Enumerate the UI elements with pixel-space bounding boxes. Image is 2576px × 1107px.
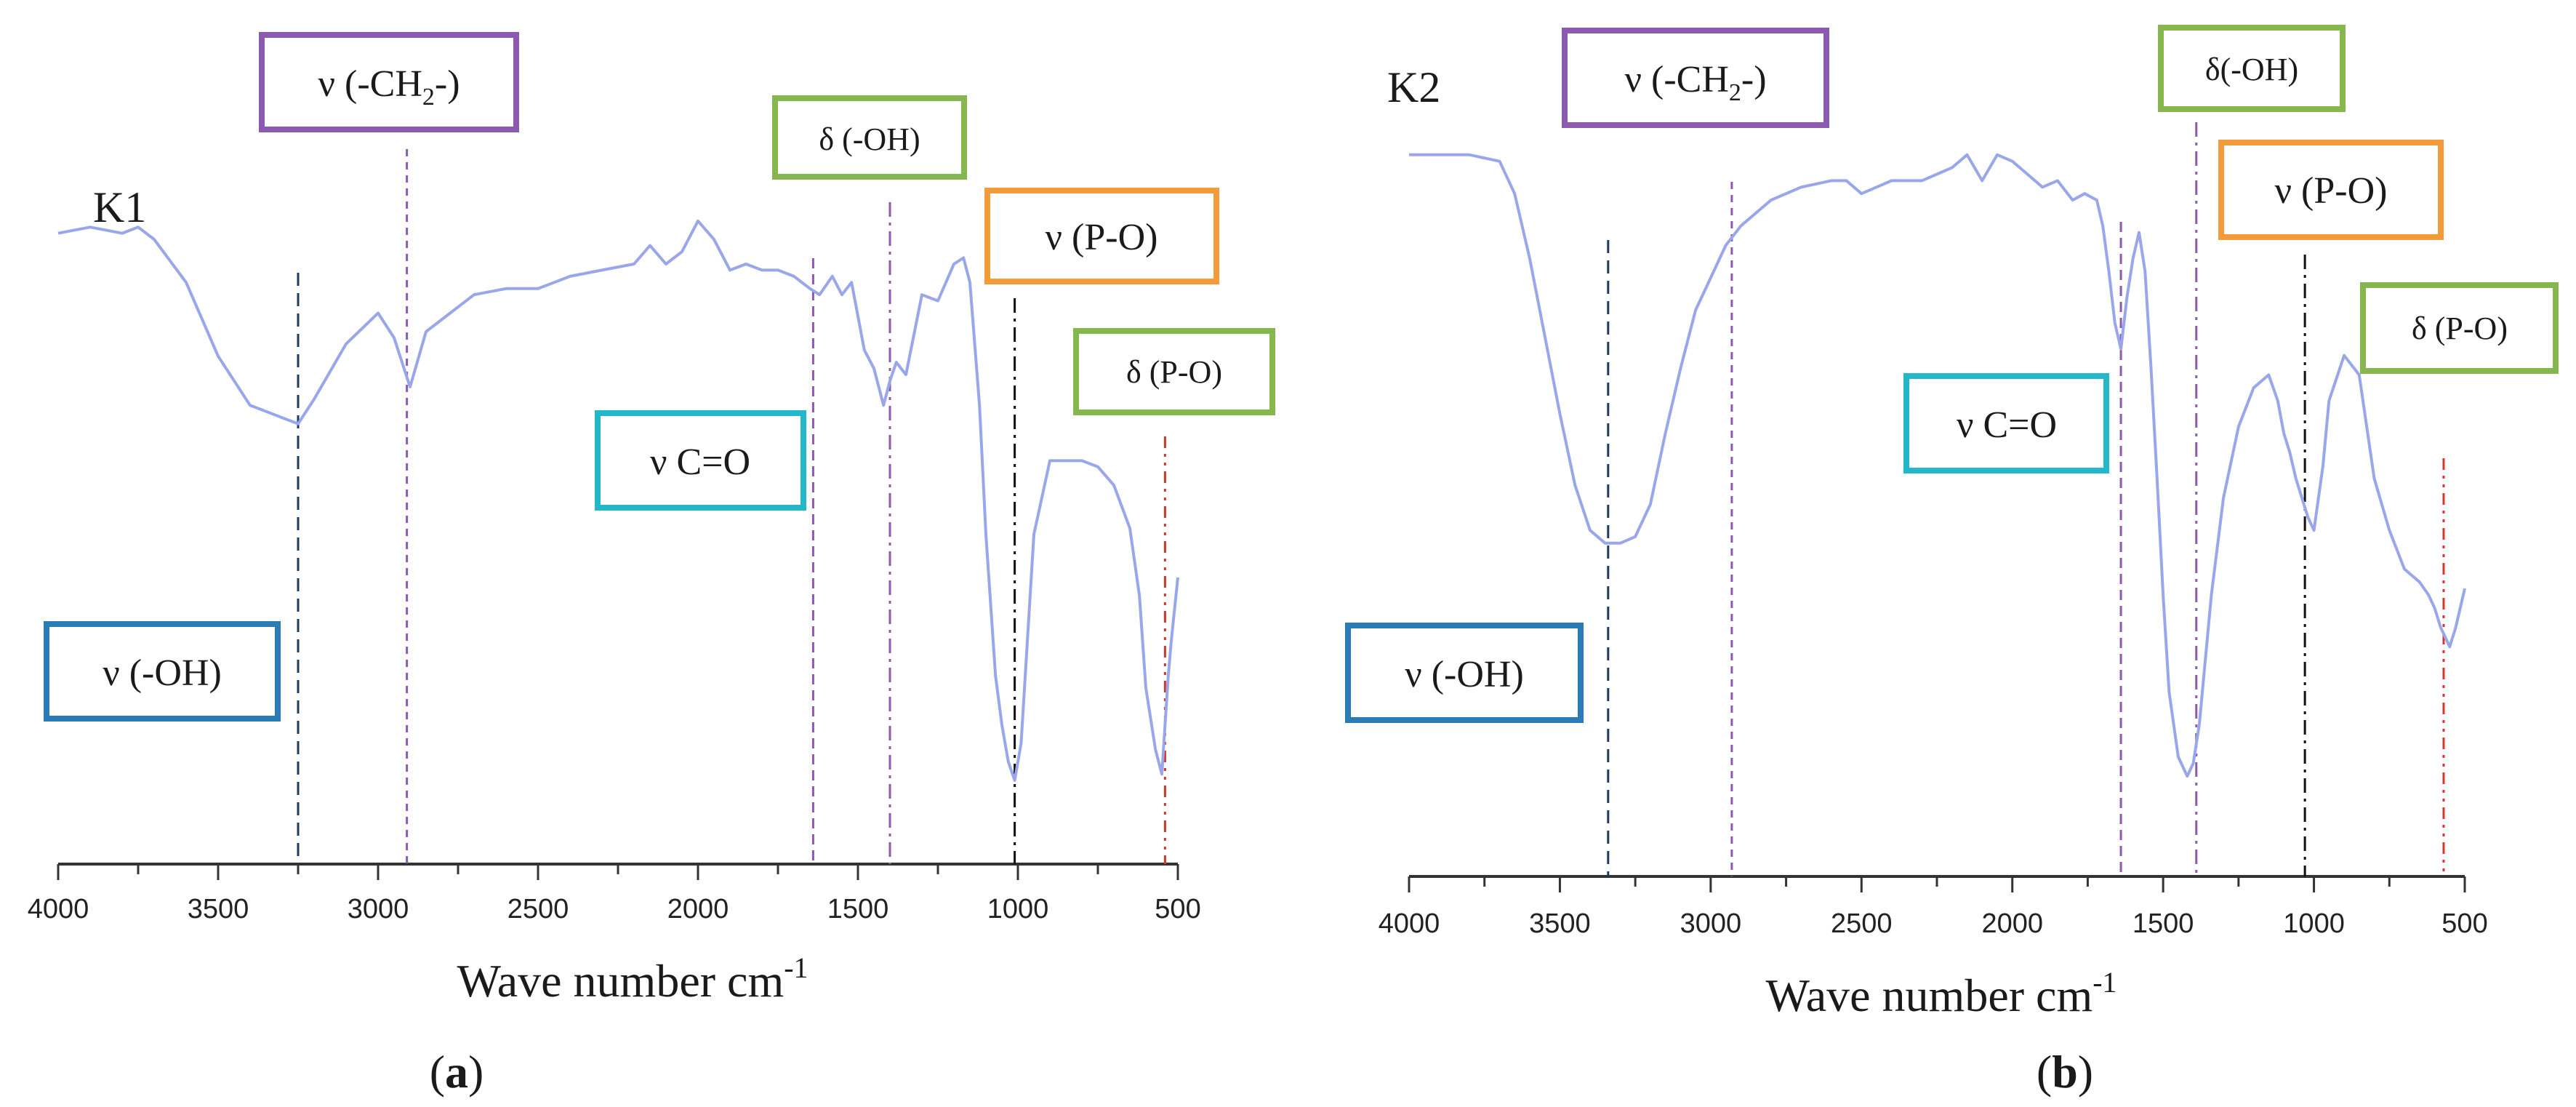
x-axis-title: Wave number cm-1 (1765, 966, 2116, 1021)
panel-label: (b) (2037, 1046, 2093, 1098)
annotation-box (259, 32, 519, 132)
annotation-label: ν (-OH) (103, 652, 222, 694)
panel-b-chart: 4000 3500 3000 2500 2000 1500 1000 500 W… (1345, 25, 2559, 1098)
annotation-box (1073, 328, 1275, 415)
annotation-v-ch2: ν (-CH2-) (1562, 28, 1829, 128)
annotation-label: ν (-OH) (1405, 654, 1524, 695)
tick-label: 1000 (987, 894, 1049, 924)
annotation-d-po: δ (P-O) (2360, 282, 2559, 374)
panel-a-chart: 4000 3500 3000 2500 2000 1500 1000 500 W… (28, 32, 1275, 1098)
annotation-box (1903, 373, 2109, 473)
tick-label: 3500 (1529, 908, 1591, 939)
annotation-v-po: ν (P-O) (2218, 140, 2444, 240)
annotation-label: ν C=O (650, 441, 750, 483)
annotation-label: ν (-CH2-) (318, 63, 460, 111)
tick-label: 3000 (1680, 908, 1742, 939)
x-axis-ticks (57, 864, 1179, 880)
annotation-v-ch2: ν (-CH2-) (259, 32, 519, 132)
tick-label: 3500 (188, 894, 249, 924)
annotation-guide-lines (1607, 122, 2445, 876)
annotation-v-oh: ν (-OH) (44, 621, 281, 722)
tick-label: 1500 (2132, 908, 2194, 939)
x-axis-title: Wave number cm-1 (457, 951, 808, 1007)
annotation-label: δ(-OH) (2205, 52, 2298, 87)
x-axis-tick-labels: 4000 3500 3000 2500 2000 1500 1000 500 (1379, 908, 2488, 939)
annotation-box (1345, 623, 1584, 723)
annotation-box (2158, 25, 2346, 112)
sample-label: K1 (93, 183, 146, 231)
spectrum-line-k1 (57, 219, 1179, 782)
spectrum-line-k2 (1409, 153, 2466, 778)
annotation-guide-lines (297, 149, 1166, 864)
annotation-v-co: ν C=O (595, 410, 806, 511)
annotation-box (984, 188, 1219, 284)
x-axis-tick-labels: 4000 3500 3000 2500 2000 1500 1000 500 (28, 894, 1201, 924)
x-axis-ticks (1408, 876, 2466, 892)
annotation-label: δ (-OH) (819, 121, 920, 157)
panel-label: (a) (430, 1046, 484, 1098)
annotation-label: δ (P-O) (1126, 354, 1222, 390)
tick-label: 4000 (28, 894, 89, 924)
tick-label: 2000 (1981, 908, 2043, 939)
annotation-label: ν (P-O) (2275, 170, 2388, 212)
annotation-v-co: ν C=O (1903, 373, 2109, 473)
tick-label: 500 (1155, 894, 1200, 924)
annotation-box (772, 95, 967, 180)
annotation-label: ν (P-O) (1046, 217, 1158, 258)
annotation-label: ν C=O (1957, 404, 2057, 446)
annotation-box (1562, 28, 1829, 128)
annotation-d-po: δ (P-O) (1073, 328, 1275, 415)
annotation-v-po: ν (P-O) (984, 188, 1219, 284)
annotation-v-oh: ν (-OH) (1345, 623, 1584, 723)
tick-label: 2500 (507, 894, 569, 924)
tick-label: 2500 (1831, 908, 1893, 939)
tick-label: 4000 (1379, 908, 1440, 939)
tick-label: 500 (2441, 908, 2487, 939)
annotation-d-oh: δ(-OH) (2158, 25, 2346, 112)
tick-label: 3000 (348, 894, 409, 924)
annotation-d-oh: δ (-OH) (772, 95, 967, 180)
annotation-label: ν (-CH2-) (1624, 59, 1766, 106)
annotation-box (2218, 140, 2444, 240)
annotation-box (595, 410, 806, 511)
annotation-label: δ (P-O) (2412, 311, 2508, 346)
annotation-box (44, 621, 281, 722)
sample-label: K2 (1387, 63, 1440, 111)
annotation-box (2360, 282, 2559, 374)
tick-label: 1000 (2283, 908, 2345, 939)
tick-label: 2000 (667, 894, 729, 924)
tick-label: 1500 (827, 894, 889, 924)
